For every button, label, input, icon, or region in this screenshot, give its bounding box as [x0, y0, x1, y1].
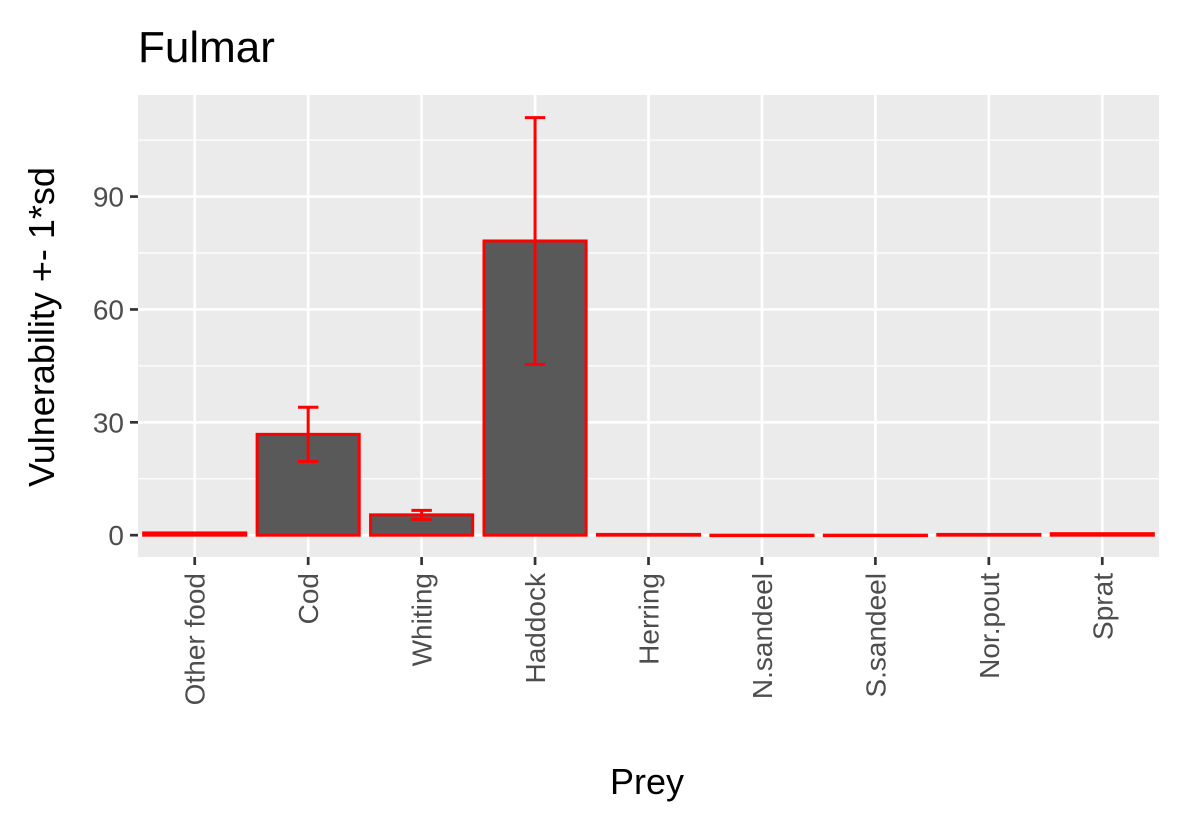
- x-axis-title: Prey: [610, 761, 684, 802]
- bar-s-sandeel: [822, 533, 928, 538]
- x-tick-label: Other food: [180, 573, 211, 705]
- y-tick-label: 60: [93, 294, 124, 325]
- y-axis: 0 30 60 90: [93, 182, 138, 551]
- bar-sprat: [1049, 532, 1155, 537]
- x-axis: Other food Cod Whiting Haddock Herring N.sand…: [180, 557, 1118, 705]
- error-bar: [524, 116, 546, 366]
- chart-title: Fulmar: [138, 23, 275, 72]
- bar-nor-pout: [936, 532, 1042, 537]
- x-tick-label: Haddock: [520, 572, 551, 684]
- x-tick-label: Nor.pout: [974, 573, 1005, 679]
- bar-other-food: [142, 531, 248, 537]
- error-bars: [297, 116, 546, 521]
- x-tick-label: N.sandeel: [747, 573, 778, 699]
- y-tick-label: 90: [93, 182, 124, 213]
- bar-herring: [595, 532, 702, 537]
- y-tick-label: 0: [108, 520, 124, 551]
- x-tick-label: S.sandeel: [860, 573, 891, 698]
- y-tick-label: 30: [93, 407, 124, 438]
- bar-n-sandeel: [709, 533, 815, 538]
- x-tick-label: Sprat: [1087, 573, 1118, 640]
- y-axis-title: Vulnerability +- 1*sd: [21, 167, 62, 487]
- error-bar: [411, 508, 432, 521]
- x-tick-label: Cod: [293, 573, 324, 624]
- error-bar: [297, 405, 319, 463]
- x-tick-label: Herring: [634, 573, 665, 665]
- x-tick-label: Whiting: [407, 573, 438, 666]
